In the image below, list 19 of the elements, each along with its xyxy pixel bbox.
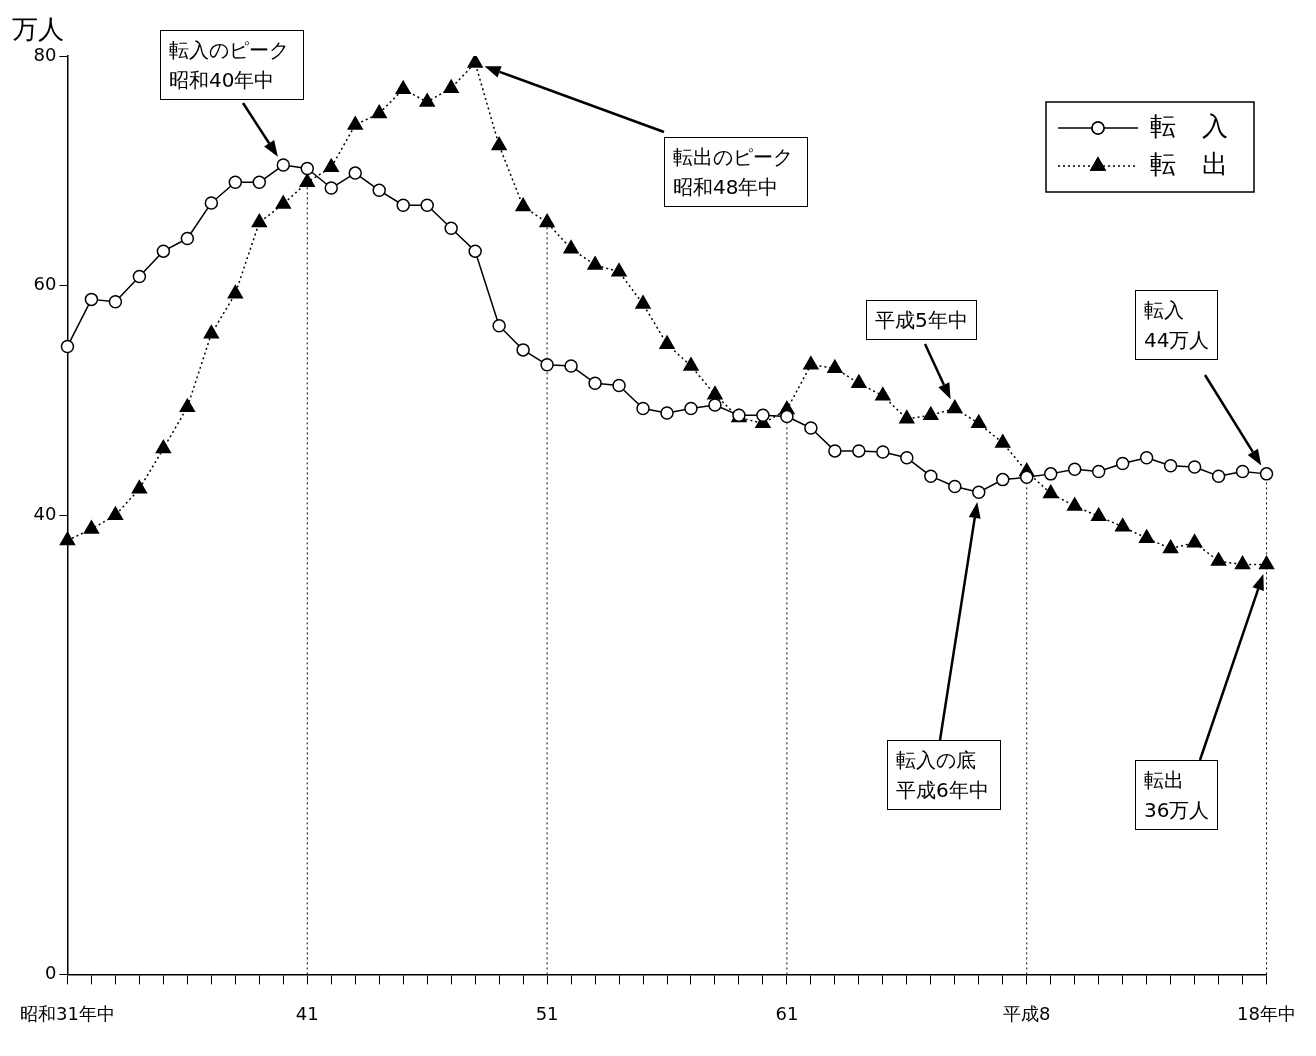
y-axis-title: 万人 — [12, 13, 64, 44]
x-tick-label: 平成8 — [1003, 1002, 1051, 1024]
annotation: 転出のピーク昭和48年中 — [664, 137, 808, 207]
annotation: 転入の底平成6年中 — [887, 740, 1001, 810]
legend-label: 転 入 — [1150, 110, 1228, 141]
y-tick-label: 80 — [33, 43, 57, 65]
legend-label: 転 出 — [1150, 148, 1228, 179]
y-tick-label: 0 — [45, 962, 57, 984]
annotation: 転入 44万人 — [1135, 290, 1219, 360]
x-tick-label: 昭和31年中 — [20, 1002, 115, 1024]
x-tick-label: 41 — [295, 1002, 319, 1024]
y-tick-label: 40 — [33, 502, 57, 524]
y-tick-label: 60 — [33, 273, 57, 295]
x-tick-label: 51 — [535, 1002, 559, 1024]
annotation: 転出 36万人 — [1135, 760, 1219, 830]
annotation: 転入のピーク昭和40年中 — [160, 30, 304, 100]
x-tick-label: 18年中 — [1237, 1002, 1296, 1024]
x-tick-label: 61 — [775, 1002, 799, 1024]
annotation: 平成5年中 — [866, 300, 977, 340]
